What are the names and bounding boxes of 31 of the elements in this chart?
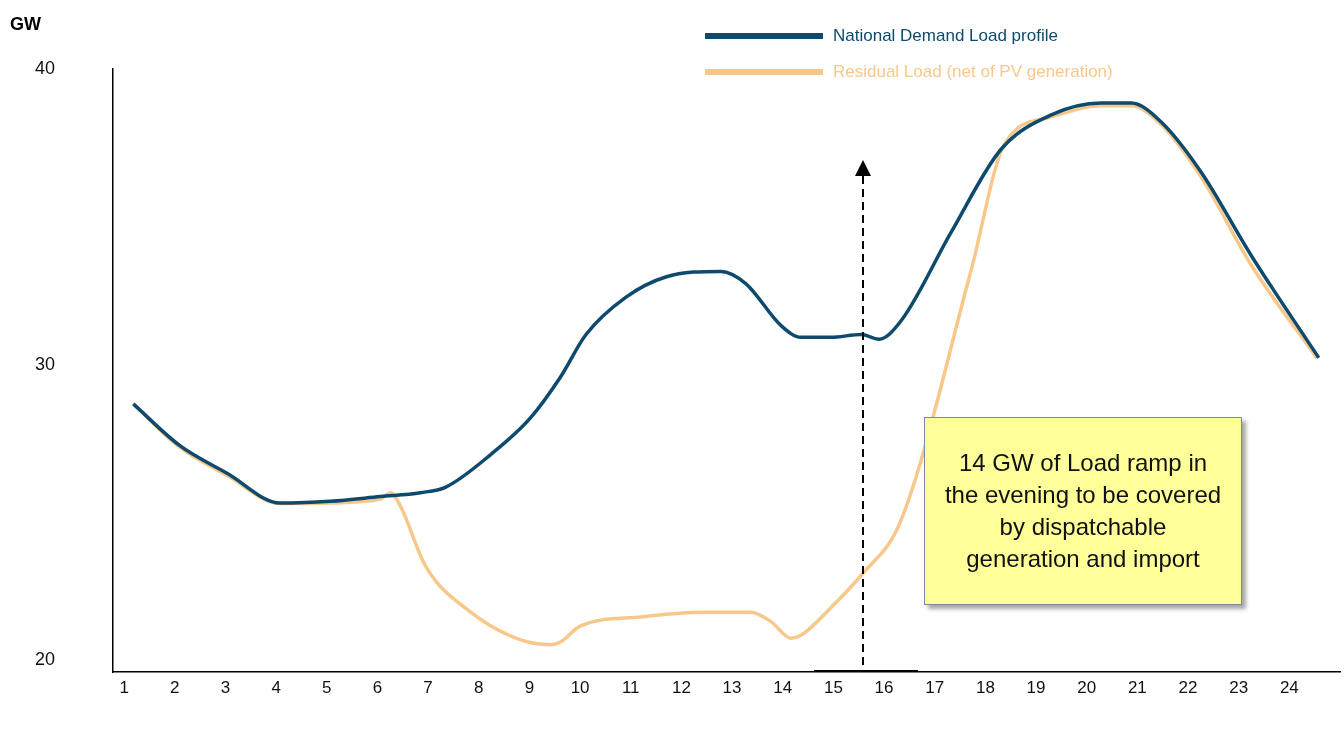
y-tick-label: 40 <box>34 57 55 78</box>
series-label: Residual Load (net of PV generation) <box>833 62 1113 82</box>
x-tick-label: 15 <box>823 678 843 698</box>
x-tick-label: 17 <box>925 678 945 698</box>
x-tick-label: 12 <box>671 678 691 698</box>
y-tick-label: 30 <box>34 353 55 374</box>
x-tick-label: 24 <box>1279 678 1299 698</box>
x-tick-label: 11 <box>621 678 640 698</box>
x-tick-label: 9 <box>524 678 535 698</box>
x-tick-label: 20 <box>1077 678 1097 698</box>
x-tick-label: 6 <box>372 678 383 698</box>
callout: 14 GW of Load ramp in the evening to be covered by dispatchable generation and import <box>924 417 1242 605</box>
x-tick-label: 19 <box>1026 678 1046 698</box>
y-tick-label: 20 <box>34 649 55 670</box>
x-tick-label: 18 <box>975 678 995 698</box>
text: National Demand Load profile <box>833 26 1058 46</box>
y-axis-title: GW <box>10 14 41 35</box>
x-tick-label: 4 <box>271 678 281 698</box>
x-tick-label: 13 <box>722 678 742 698</box>
x-tick-label: 7 <box>423 678 433 698</box>
x-tick-label: 3 <box>220 678 231 698</box>
x-tick-label: 1 <box>119 678 129 698</box>
x-tick-label: 2 <box>170 678 180 698</box>
x-tick-label: 5 <box>322 678 332 698</box>
x-tick-label: 8 <box>474 678 484 698</box>
x-tick-label: 21 <box>1127 678 1147 698</box>
x-tick-label: 22 <box>1178 678 1198 698</box>
x-tick-label: 23 <box>1229 678 1249 698</box>
x-tick-label: 16 <box>874 678 894 698</box>
x-tick-label: 10 <box>570 678 590 698</box>
x-tick-label: 14 <box>773 678 793 698</box>
